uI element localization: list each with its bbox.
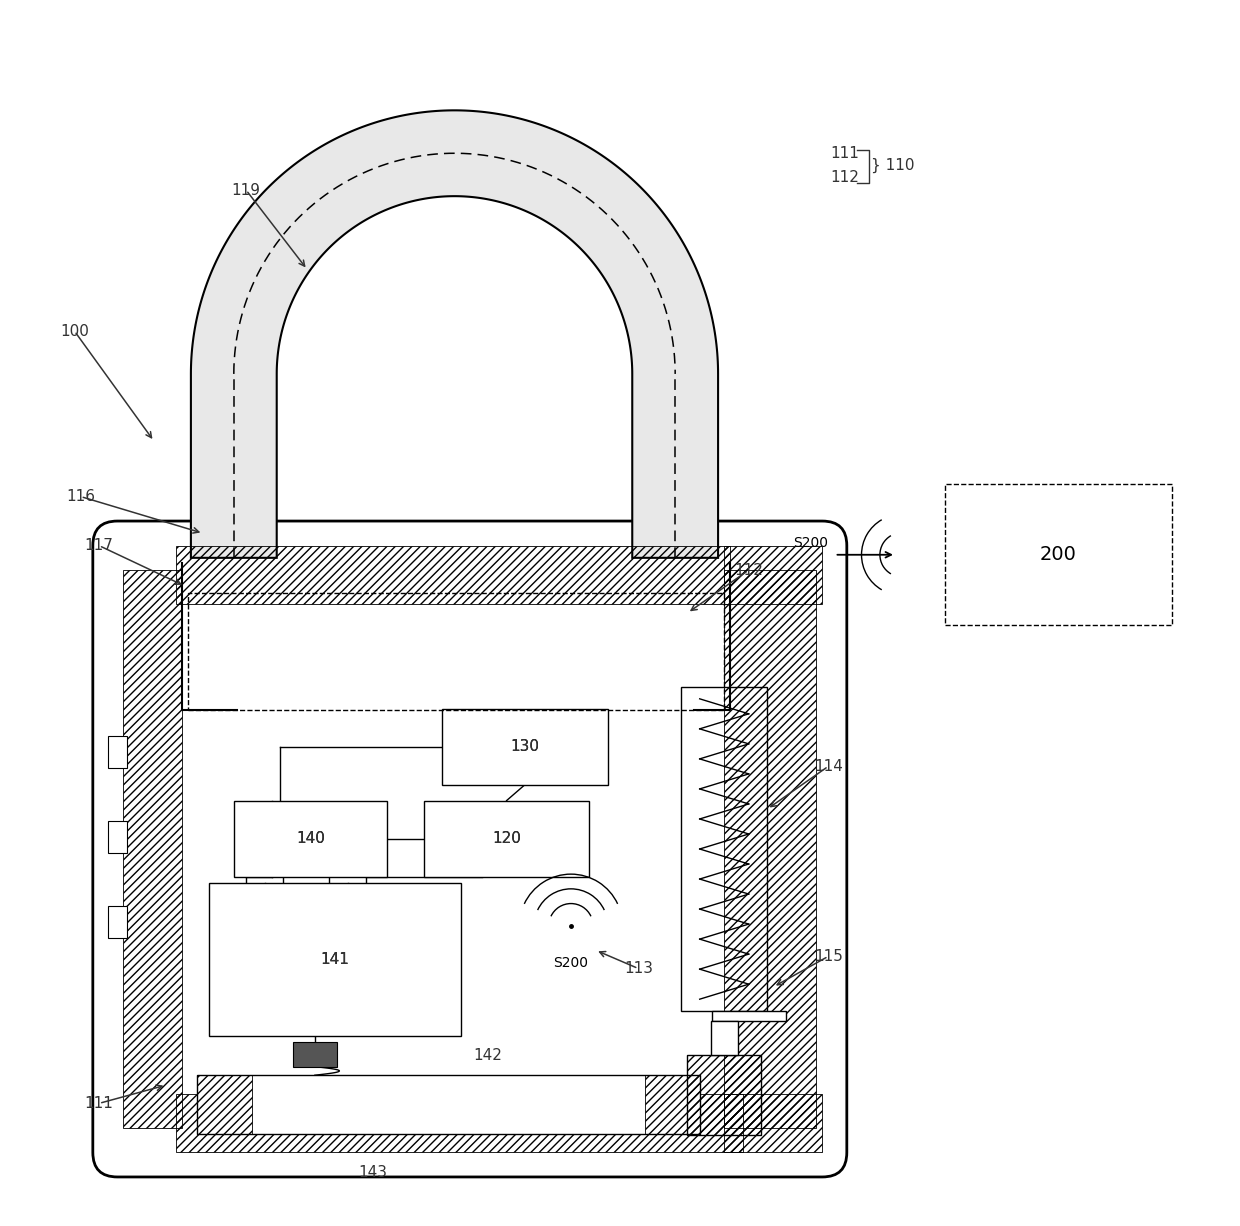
Text: 140: 140 [296,831,325,846]
Text: 117: 117 [84,538,113,553]
Bar [424,801,589,877]
Bar [197,1075,699,1134]
Bar [724,546,822,604]
Bar [188,592,724,710]
Text: S200: S200 [553,956,589,970]
Bar [176,1094,743,1152]
Bar [197,1075,252,1134]
Bar [293,1042,337,1067]
Text: 112: 112 [734,563,763,577]
Text: 140: 140 [296,831,325,846]
Bar [687,1056,761,1135]
Bar [724,570,816,1128]
Bar [108,906,128,938]
FancyBboxPatch shape [93,521,847,1177]
Text: 141: 141 [320,951,350,967]
Text: 111: 111 [84,1096,113,1111]
Text: 112: 112 [831,170,859,185]
Text: 114: 114 [813,759,843,774]
Bar [681,687,768,1011]
Bar [724,1094,822,1152]
Text: 113: 113 [624,961,653,976]
Text: 111: 111 [831,146,859,161]
Text: 130: 130 [511,739,539,754]
Text: 120: 120 [492,831,521,846]
Bar [645,1075,699,1134]
Text: 115: 115 [813,949,843,964]
Text: } 110: } 110 [872,158,915,173]
Bar [945,484,1172,625]
Text: 120: 120 [492,831,521,846]
Bar [124,570,182,1128]
Polygon shape [191,110,718,558]
Text: S200: S200 [794,536,828,549]
Text: 143: 143 [358,1165,387,1179]
Bar [687,1056,761,1135]
Text: 142: 142 [472,1048,502,1063]
Bar [234,801,387,877]
Text: 116: 116 [66,489,95,504]
Bar [176,546,730,604]
Bar [712,1011,785,1021]
Bar [108,821,128,853]
Bar [443,709,608,785]
Text: 141: 141 [320,951,350,967]
Text: 119: 119 [232,183,260,197]
Bar [210,883,460,1036]
Text: 130: 130 [511,739,539,754]
Text: 200: 200 [1040,546,1076,564]
Text: 100: 100 [60,324,89,338]
Bar [711,1021,738,1056]
Bar [108,736,128,767]
